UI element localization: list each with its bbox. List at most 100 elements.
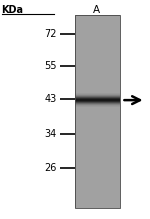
Bar [75, 135, 120, 136]
Bar [75, 74, 120, 75]
Bar [75, 123, 120, 124]
Bar [75, 173, 120, 174]
Bar [75, 106, 120, 107]
Bar [75, 97, 120, 98]
Bar [75, 193, 120, 194]
Bar [75, 32, 120, 33]
Bar [75, 52, 120, 53]
Bar [75, 27, 120, 28]
Bar [75, 120, 120, 121]
Bar [75, 133, 120, 134]
Bar [75, 164, 120, 166]
Bar [75, 108, 120, 109]
Bar [75, 93, 120, 94]
Bar [75, 96, 120, 97]
Bar [75, 95, 120, 96]
Bar [75, 56, 120, 57]
Bar [75, 189, 120, 190]
Bar [75, 49, 120, 50]
Bar [75, 125, 120, 126]
Bar [75, 196, 120, 198]
Bar [75, 111, 120, 112]
Bar [75, 85, 120, 86]
Bar [75, 129, 120, 130]
Bar [75, 175, 120, 176]
Bar [75, 90, 120, 92]
Bar [75, 200, 120, 201]
Bar [75, 116, 120, 117]
Bar [75, 38, 120, 39]
Bar [75, 91, 120, 92]
Bar [75, 101, 120, 102]
Bar [75, 152, 120, 153]
Bar [75, 37, 120, 39]
Bar [75, 18, 120, 19]
Bar [75, 82, 120, 83]
Bar [75, 186, 120, 187]
Bar [75, 97, 120, 98]
Bar [75, 189, 120, 191]
Text: KDa: KDa [2, 5, 24, 15]
Bar [75, 15, 120, 208]
Bar [75, 43, 120, 44]
Bar [75, 39, 120, 40]
Bar [75, 182, 120, 183]
Bar [75, 77, 120, 78]
Bar [75, 66, 120, 67]
Bar [75, 147, 120, 148]
Bar [75, 159, 120, 160]
Bar [75, 50, 120, 51]
Bar [75, 150, 120, 151]
Bar [75, 96, 120, 97]
Bar [75, 162, 120, 163]
Bar [75, 94, 120, 95]
Bar [75, 141, 120, 143]
Bar [75, 36, 120, 37]
Bar [75, 146, 120, 147]
Bar [75, 54, 120, 55]
Text: A: A [93, 5, 100, 15]
Bar [75, 202, 120, 203]
Bar [75, 44, 120, 45]
Bar [75, 83, 120, 85]
Bar [75, 58, 120, 60]
Text: 72: 72 [45, 29, 57, 39]
Bar [75, 100, 120, 101]
Bar [75, 119, 120, 120]
Bar [75, 35, 120, 37]
Bar [75, 201, 120, 202]
Bar [75, 41, 120, 42]
Bar [75, 127, 120, 128]
Bar [75, 114, 120, 116]
Bar [75, 93, 120, 94]
Bar [75, 69, 120, 70]
Bar [75, 16, 120, 17]
Bar [75, 179, 120, 180]
Bar [75, 112, 120, 114]
Bar [75, 178, 120, 179]
Bar [75, 184, 120, 185]
Bar [75, 198, 120, 199]
Bar [75, 63, 120, 64]
Bar [75, 109, 120, 110]
Bar [75, 134, 120, 135]
Bar [75, 30, 120, 32]
Bar [75, 111, 120, 113]
Bar [75, 131, 120, 132]
Bar [75, 203, 120, 204]
Bar [75, 15, 120, 16]
Bar [75, 28, 120, 29]
Bar [75, 83, 120, 84]
Bar [75, 60, 120, 62]
Bar [75, 87, 120, 88]
Bar [75, 55, 120, 56]
Bar [75, 25, 120, 26]
Bar [75, 76, 120, 77]
Bar [75, 71, 120, 72]
Bar [75, 95, 120, 96]
Bar [75, 191, 120, 193]
Bar [75, 70, 120, 71]
Bar [75, 126, 120, 127]
Bar [75, 99, 120, 100]
Bar [75, 47, 120, 48]
